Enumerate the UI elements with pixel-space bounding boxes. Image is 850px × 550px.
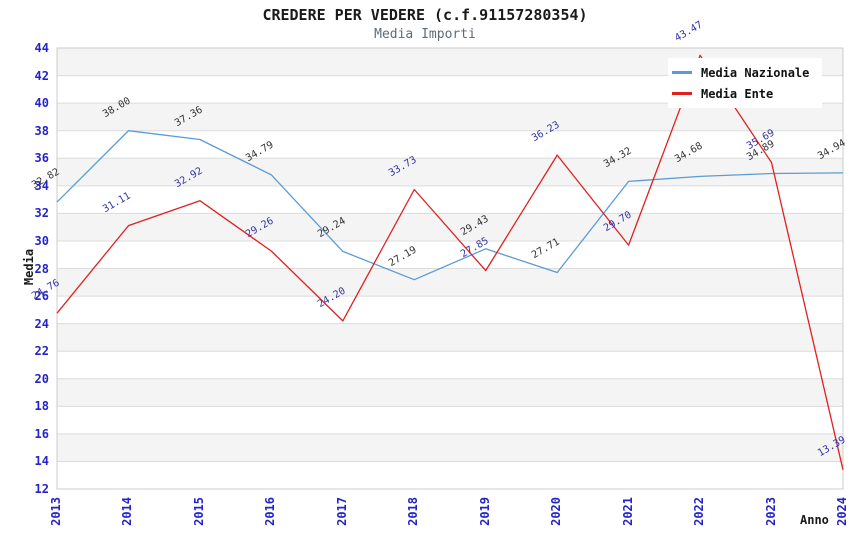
x-tick-label: 2016 bbox=[263, 497, 278, 526]
y-tick-label: 24 bbox=[34, 316, 49, 331]
series-line-nazionale bbox=[56, 130, 844, 281]
x-tick-label: 2014 bbox=[120, 497, 135, 526]
legend-item: Media Nazionale bbox=[672, 62, 822, 83]
x-tick-label: 2019 bbox=[477, 497, 492, 526]
legend-label: Media Nazionale bbox=[701, 65, 810, 80]
x-tick-label: 2017 bbox=[334, 497, 349, 526]
y-tick-label: 30 bbox=[34, 233, 49, 248]
x-tick-label: 2015 bbox=[191, 497, 206, 526]
plot-band bbox=[57, 213, 843, 241]
y-tick-label: 36 bbox=[34, 151, 49, 166]
x-tick-label: 2023 bbox=[763, 497, 778, 526]
y-tick-label: 28 bbox=[34, 261, 49, 276]
plot-border bbox=[56, 47, 844, 490]
plot-band bbox=[57, 378, 843, 407]
y-tick-label: 34 bbox=[34, 178, 49, 193]
y-tick-label: 20 bbox=[34, 371, 49, 386]
plot-band bbox=[57, 268, 843, 297]
y-tick-label: 26 bbox=[34, 289, 49, 304]
y-tick-label: 38 bbox=[34, 123, 49, 138]
chart-subtitle: Media Importi bbox=[374, 27, 476, 42]
legend-swatch-icon bbox=[672, 71, 692, 74]
plot-band bbox=[57, 323, 843, 352]
plot-band bbox=[57, 433, 843, 462]
x-tick-label: 2020 bbox=[549, 497, 564, 526]
y-tick-label: 42 bbox=[34, 68, 49, 83]
y-tick-label: 44 bbox=[34, 41, 49, 55]
chart-title: CREDERE PER VEDERE (c.f.91157280354) bbox=[262, 6, 588, 24]
legend-swatch-icon bbox=[672, 92, 692, 95]
x-tick-label: 2022 bbox=[692, 497, 707, 526]
y-tick-label: 18 bbox=[34, 399, 49, 414]
y-tick-label: 40 bbox=[34, 96, 49, 111]
y-tick-label: 12 bbox=[34, 482, 49, 496]
x-axis-title: Anno bbox=[800, 513, 829, 527]
y-tick-label: 14 bbox=[34, 454, 49, 469]
x-tick-label: 2024 bbox=[835, 497, 849, 526]
legend-label: Media Ente bbox=[701, 86, 774, 101]
x-tick-label: 2021 bbox=[620, 497, 635, 526]
plot-band bbox=[57, 158, 843, 186]
y-tick-label: 16 bbox=[34, 426, 49, 441]
y-tick-label: 32 bbox=[34, 206, 49, 221]
x-tick-label: 2018 bbox=[406, 497, 421, 526]
legend: Media Nazionale Media Ente bbox=[668, 58, 822, 108]
y-tick-label: 22 bbox=[34, 344, 49, 359]
legend-item: Media Ente bbox=[672, 83, 822, 104]
y-axis-title: Media bbox=[22, 248, 36, 286]
x-tick-label: 2013 bbox=[49, 497, 63, 526]
